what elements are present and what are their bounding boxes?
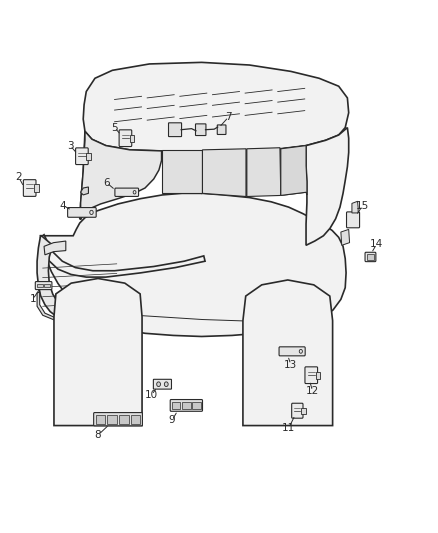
Bar xyxy=(172,402,180,409)
Text: 5: 5 xyxy=(111,123,118,133)
Polygon shape xyxy=(352,201,358,213)
Text: 14: 14 xyxy=(370,239,383,249)
Polygon shape xyxy=(81,131,162,220)
Bar xyxy=(316,372,320,379)
Text: 3: 3 xyxy=(67,141,74,151)
Circle shape xyxy=(157,382,160,386)
Polygon shape xyxy=(202,149,246,197)
Text: 10: 10 xyxy=(145,390,158,400)
Bar xyxy=(44,284,50,287)
Text: 6: 6 xyxy=(103,177,110,188)
Polygon shape xyxy=(81,187,88,195)
Polygon shape xyxy=(162,150,201,193)
FancyBboxPatch shape xyxy=(169,123,182,136)
FancyBboxPatch shape xyxy=(195,124,206,135)
Polygon shape xyxy=(41,193,346,336)
Text: 1: 1 xyxy=(29,294,36,304)
FancyBboxPatch shape xyxy=(170,400,202,411)
Polygon shape xyxy=(37,292,121,320)
Polygon shape xyxy=(37,236,121,322)
Bar xyxy=(34,184,39,192)
FancyBboxPatch shape xyxy=(119,130,132,147)
Text: 8: 8 xyxy=(95,430,101,440)
Bar xyxy=(367,254,374,260)
Polygon shape xyxy=(44,241,66,255)
Text: 13: 13 xyxy=(284,360,297,369)
Bar xyxy=(131,415,141,424)
Polygon shape xyxy=(341,229,350,245)
Bar xyxy=(86,152,91,160)
Polygon shape xyxy=(306,127,349,245)
Polygon shape xyxy=(54,278,142,425)
FancyBboxPatch shape xyxy=(217,125,226,134)
FancyBboxPatch shape xyxy=(76,148,88,165)
Text: 2: 2 xyxy=(15,172,22,182)
FancyBboxPatch shape xyxy=(67,207,96,217)
Text: 7: 7 xyxy=(225,112,232,122)
Text: 4: 4 xyxy=(60,200,67,211)
Circle shape xyxy=(164,382,168,386)
Bar xyxy=(119,415,129,424)
Bar xyxy=(301,408,306,414)
Bar xyxy=(107,415,117,424)
FancyBboxPatch shape xyxy=(23,180,36,196)
Polygon shape xyxy=(281,146,306,196)
FancyBboxPatch shape xyxy=(94,413,142,426)
Polygon shape xyxy=(41,235,205,277)
Polygon shape xyxy=(83,62,349,151)
FancyBboxPatch shape xyxy=(279,347,305,356)
Text: 9: 9 xyxy=(169,415,175,425)
Polygon shape xyxy=(247,148,281,197)
FancyBboxPatch shape xyxy=(35,281,52,289)
Circle shape xyxy=(248,282,328,380)
FancyBboxPatch shape xyxy=(365,252,376,262)
Circle shape xyxy=(60,281,136,374)
FancyBboxPatch shape xyxy=(292,403,303,418)
Text: 15: 15 xyxy=(356,200,369,211)
FancyBboxPatch shape xyxy=(115,188,138,197)
Text: 12: 12 xyxy=(306,386,319,396)
FancyBboxPatch shape xyxy=(305,367,318,384)
FancyBboxPatch shape xyxy=(346,212,360,228)
Polygon shape xyxy=(281,146,307,196)
Bar xyxy=(37,284,43,287)
Bar xyxy=(95,415,105,424)
Text: 11: 11 xyxy=(282,423,295,433)
Polygon shape xyxy=(243,280,332,425)
Bar xyxy=(182,402,191,409)
Bar xyxy=(130,134,134,142)
FancyBboxPatch shape xyxy=(153,379,171,389)
Bar xyxy=(192,402,201,409)
